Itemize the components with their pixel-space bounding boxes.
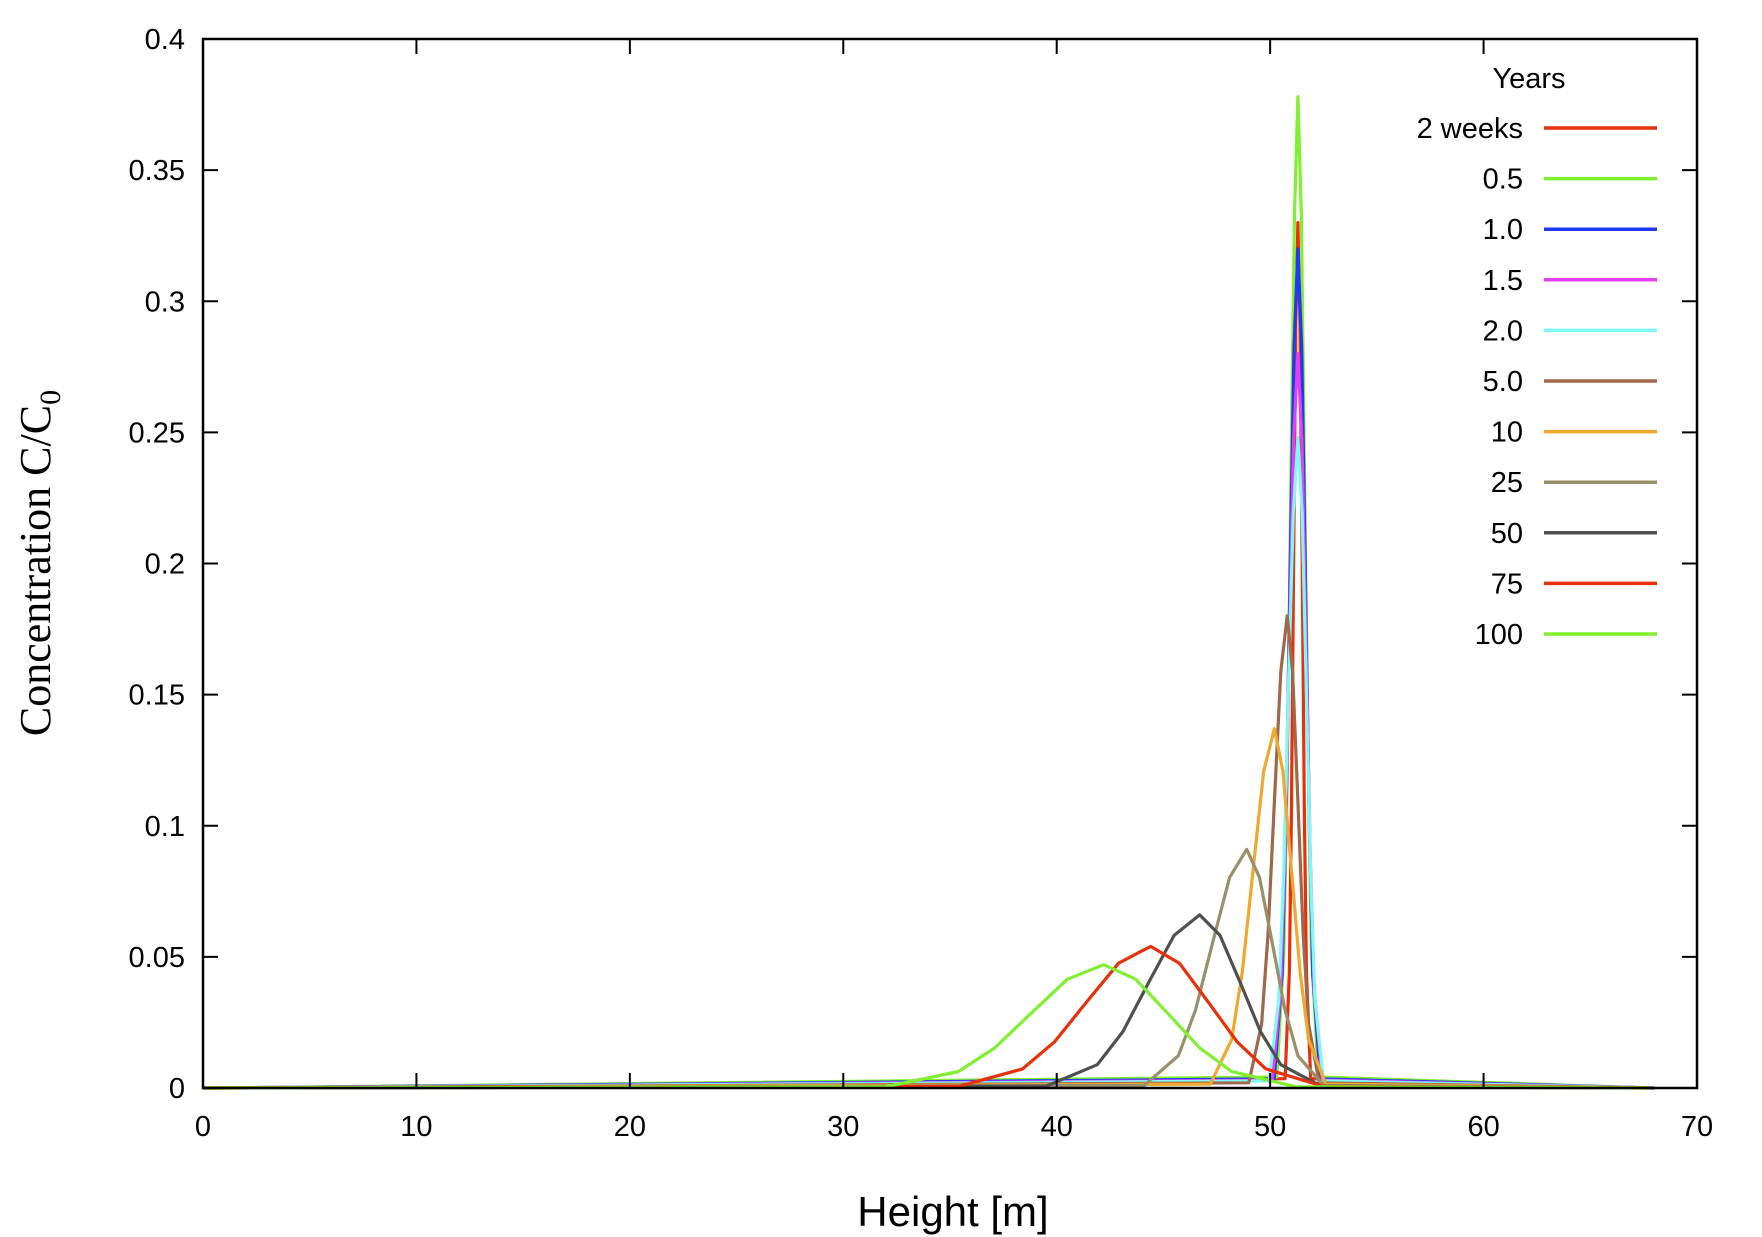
x-tick-label: 60: [1467, 1111, 1499, 1143]
series-line-2-0: [202, 436, 1655, 1090]
legend-entry: 0.5: [1483, 164, 1657, 196]
series-line-100: [202, 963, 1655, 1090]
series-line-75: [202, 944, 1655, 1090]
y-tick-label: 0.2: [145, 549, 185, 581]
series-layer: [202, 95, 1655, 1090]
legend-title: Years: [1492, 63, 1565, 95]
y-axis-label: Concentration C/C0: [11, 390, 67, 736]
legend-entry: 75: [1491, 568, 1657, 600]
y-tick-label: 0.05: [129, 942, 185, 974]
legend-entry: 1.0: [1483, 214, 1657, 246]
legend-label: 75: [1491, 568, 1523, 600]
y-tick-label: 0.15: [129, 680, 185, 712]
series-line-1-0: [202, 247, 1655, 1090]
x-axis-label: Height [m]: [857, 1188, 1048, 1235]
legend: Years 2 weeks 0.5 1.0 1.5 2.0 5.0 10 25 50 75 100: [1417, 63, 1657, 651]
series-line-25: [202, 847, 1655, 1090]
legend-label: 25: [1491, 467, 1523, 499]
legend-entry: 2.0: [1483, 315, 1657, 347]
legend-entry: 1.5: [1483, 265, 1657, 297]
legend-label: 2 weeks: [1417, 113, 1523, 145]
series-line-1-5: [202, 352, 1655, 1090]
legend-label: 1.0: [1483, 214, 1523, 246]
legend-entry: 50: [1491, 518, 1657, 550]
legend-label: 2.0: [1483, 315, 1523, 347]
plot-frame: [201, 37, 1699, 1090]
legend-label: 1.5: [1483, 265, 1523, 297]
y-axis-label-subscript: 0: [34, 390, 67, 405]
legend-label: 10: [1491, 417, 1523, 449]
legend-entry: 5.0: [1483, 366, 1657, 398]
y-tick-label: 0.1: [145, 811, 185, 843]
series-line-5-0: [202, 614, 1655, 1090]
legend-label: 50: [1491, 518, 1523, 550]
legend-label: 100: [1475, 619, 1523, 651]
y-tick-label: 0.4: [145, 24, 185, 56]
legend-entry: 2 weeks: [1417, 113, 1657, 145]
series-line-0-5: [202, 95, 1655, 1090]
legend-entry: 100: [1475, 619, 1657, 651]
x-tick-label: 10: [400, 1111, 432, 1143]
y-tick-label: 0: [169, 1073, 185, 1105]
legend-entry: 25: [1491, 467, 1657, 499]
x-tick-label: 0: [195, 1111, 211, 1143]
y-tick-label: 0.25: [129, 417, 185, 449]
x-tick-label: 70: [1681, 1111, 1713, 1143]
y-tick-label: 0.3: [145, 286, 185, 318]
legend-label: 5.0: [1483, 366, 1523, 398]
x-tick-label: 20: [614, 1111, 646, 1143]
x-tick-label: 40: [1041, 1111, 1073, 1143]
x-tick-label: 30: [827, 1111, 859, 1143]
ticks-layer: 0 10 20 30 40 50 60 70 0 0.05 0.1 0.15 0.2 0.25 0.3 0.3…: [129, 24, 1714, 1143]
series-line-2-weeks: [202, 221, 1655, 1090]
y-tick-label: 0.35: [129, 155, 185, 187]
y-axis-label-main: Concentration C/C: [11, 405, 60, 736]
series-line-10: [202, 727, 1655, 1090]
legend-label: 0.5: [1483, 164, 1523, 196]
series-line-50: [202, 913, 1655, 1090]
legend-entry: 10: [1491, 417, 1657, 449]
x-tick-label: 50: [1254, 1111, 1286, 1143]
